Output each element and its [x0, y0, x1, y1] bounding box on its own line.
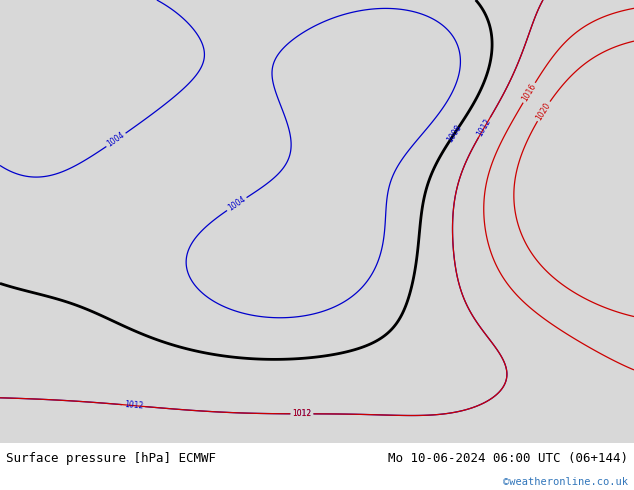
Text: 1012: 1012 [292, 409, 311, 418]
Text: 1004: 1004 [226, 195, 247, 213]
Text: 1004: 1004 [105, 131, 127, 149]
Text: 1008: 1008 [446, 123, 463, 144]
Text: 1012: 1012 [476, 117, 493, 138]
Text: ©weatheronline.co.uk: ©weatheronline.co.uk [503, 477, 628, 487]
Text: 1016: 1016 [521, 82, 538, 103]
Text: Mo 10-06-2024 06:00 UTC (06+144): Mo 10-06-2024 06:00 UTC (06+144) [387, 452, 628, 465]
Text: 1020: 1020 [534, 101, 553, 122]
Text: Surface pressure [hPa] ECMWF: Surface pressure [hPa] ECMWF [6, 452, 216, 465]
Text: 1012: 1012 [292, 409, 311, 418]
Text: 1012: 1012 [124, 400, 143, 411]
